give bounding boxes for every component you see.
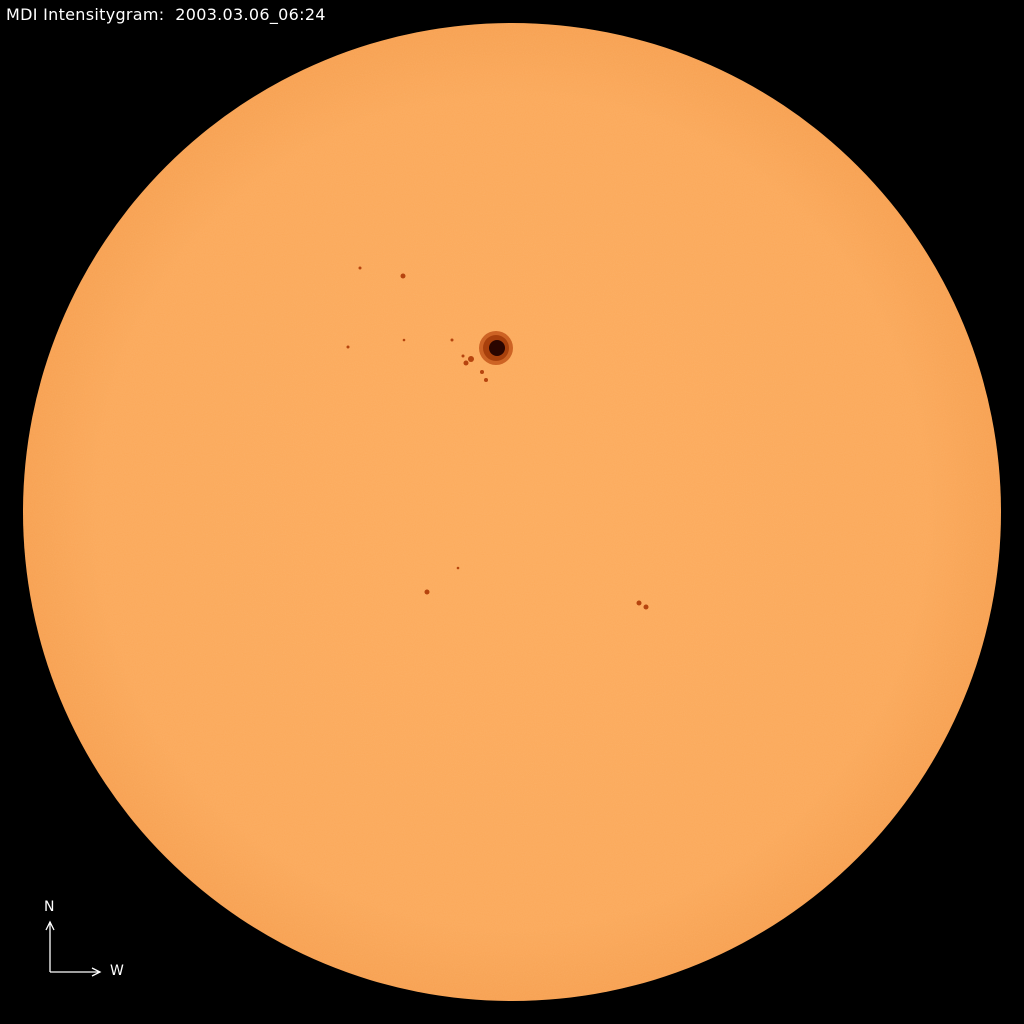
main-sunspot bbox=[479, 331, 513, 365]
north-label: N bbox=[44, 899, 55, 915]
west-label: W bbox=[110, 963, 124, 979]
compass-arrows bbox=[45, 920, 102, 977]
granulation-texture bbox=[23, 23, 1001, 1001]
image-title: MDI Intensitygram: 2003.03.06_06:24 bbox=[6, 5, 326, 24]
small-sunspots bbox=[346, 266, 649, 610]
